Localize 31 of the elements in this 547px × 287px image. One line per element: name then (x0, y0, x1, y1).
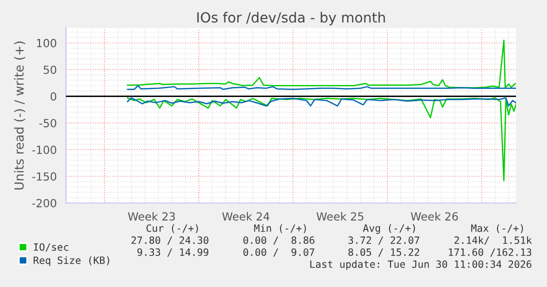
x-tick-label: Week 25 (316, 212, 364, 221)
text: 2.14k/ 1.51k (454, 236, 532, 245)
y-tick-label: 0 (50, 92, 56, 101)
y-tick-label: 50 (44, 66, 56, 74)
chart-title: IOs for /dev/sda - by month (197, 12, 385, 26)
legend-label: IO/sec (34, 243, 68, 252)
text: 171.60 /162.13 (448, 248, 532, 257)
text: Last update: Tue Jun 30 11:00:34 2026 (310, 260, 532, 270)
x-tick-label: Week 23 (128, 212, 175, 221)
text: 9.33 / 14.99 (137, 248, 208, 257)
x-tick-label: Week 26 (410, 212, 458, 221)
text: Max (-/+) (471, 224, 523, 234)
text: 8.05 / 15.22 (348, 248, 420, 257)
y-axis-title: Units read (-) / write (+) (14, 42, 26, 190)
legend-label: Req Size (KB) (34, 256, 110, 266)
line-series (126, 97, 516, 107)
y-tick-label: -150 (32, 172, 56, 181)
x-tick-label: Week 24 (222, 212, 270, 221)
line-series (126, 97, 516, 182)
y-tick-label: -100 (32, 146, 56, 154)
text: 27.80 / 24.30 (131, 236, 208, 245)
text: 0.00 / 8.86 (243, 236, 314, 245)
text: Cur (-/+) (146, 224, 198, 234)
text: Avg (-/+) (363, 224, 415, 234)
y-tick-label: -50 (39, 118, 56, 128)
y-tick-label: -200 (32, 198, 56, 208)
text: 0.00 / 9.07 (243, 248, 314, 257)
text: 3.72 / 22.07 (348, 236, 420, 245)
line-series (126, 40, 516, 88)
text: Min (-/+) (254, 224, 306, 234)
y-tick-label: 100 (36, 38, 56, 48)
